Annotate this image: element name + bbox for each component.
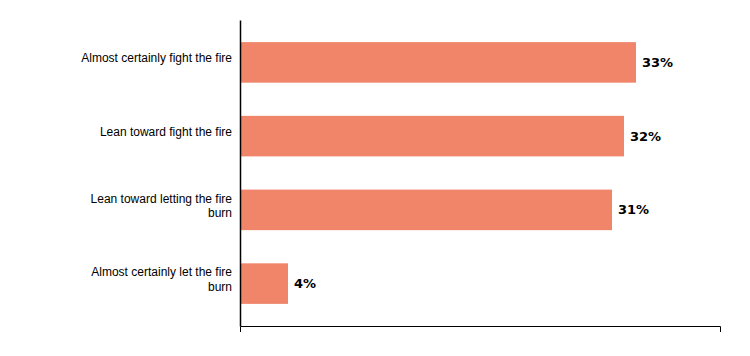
- y-tick-label-line: burn: [208, 280, 232, 294]
- y-axis: Almost certainly fight the fire Lean towa…: [81, 21, 240, 327]
- y-tick: Almost certainly let the fireburn: [91, 265, 232, 293]
- y-tick-label: Almost certainly fight the fire: [81, 51, 232, 65]
- chart-container: Almost certainly fight the fire Lean towa…: [0, 0, 750, 356]
- y-tick-label-line: Lean toward letting the fire: [91, 192, 233, 206]
- y-tick: Almost certainly fight the fire: [81, 51, 232, 65]
- bars: [240, 42, 636, 304]
- y-tick-label-line: Almost certainly fight the fire: [81, 51, 232, 65]
- y-tick-label: Lean toward fight the fire: [100, 125, 232, 139]
- bar: [240, 116, 624, 157]
- x-axis: [241, 327, 721, 333]
- bar: [240, 42, 636, 83]
- y-tick: Lean toward letting the fireburn: [91, 192, 233, 220]
- y-tick-label-line: Lean toward fight the fire: [100, 125, 232, 139]
- data-label: 31%: [618, 202, 649, 217]
- data-labels: 33% 32% 31% 4%: [294, 55, 673, 291]
- bar: [240, 263, 288, 304]
- data-label: 4%: [294, 276, 316, 291]
- y-tick-label: Lean toward letting the fireburn: [91, 192, 233, 220]
- y-axis-line: [240, 21, 242, 327]
- data-label: 33%: [642, 55, 673, 70]
- y-tick: Lean toward fight the fire: [100, 125, 232, 139]
- y-tick-label: Almost certainly let the fireburn: [91, 265, 232, 293]
- chart-svg: Almost certainly fight the fire Lean towa…: [0, 0, 750, 356]
- bar: [240, 190, 612, 231]
- data-label: 32%: [630, 129, 661, 144]
- y-tick-label-line: burn: [208, 206, 232, 220]
- x-axis-line: [241, 327, 721, 333]
- plot: Almost certainly fight the fire Lean towa…: [81, 21, 720, 333]
- y-tick-label-line: Almost certainly let the fire: [91, 265, 232, 279]
